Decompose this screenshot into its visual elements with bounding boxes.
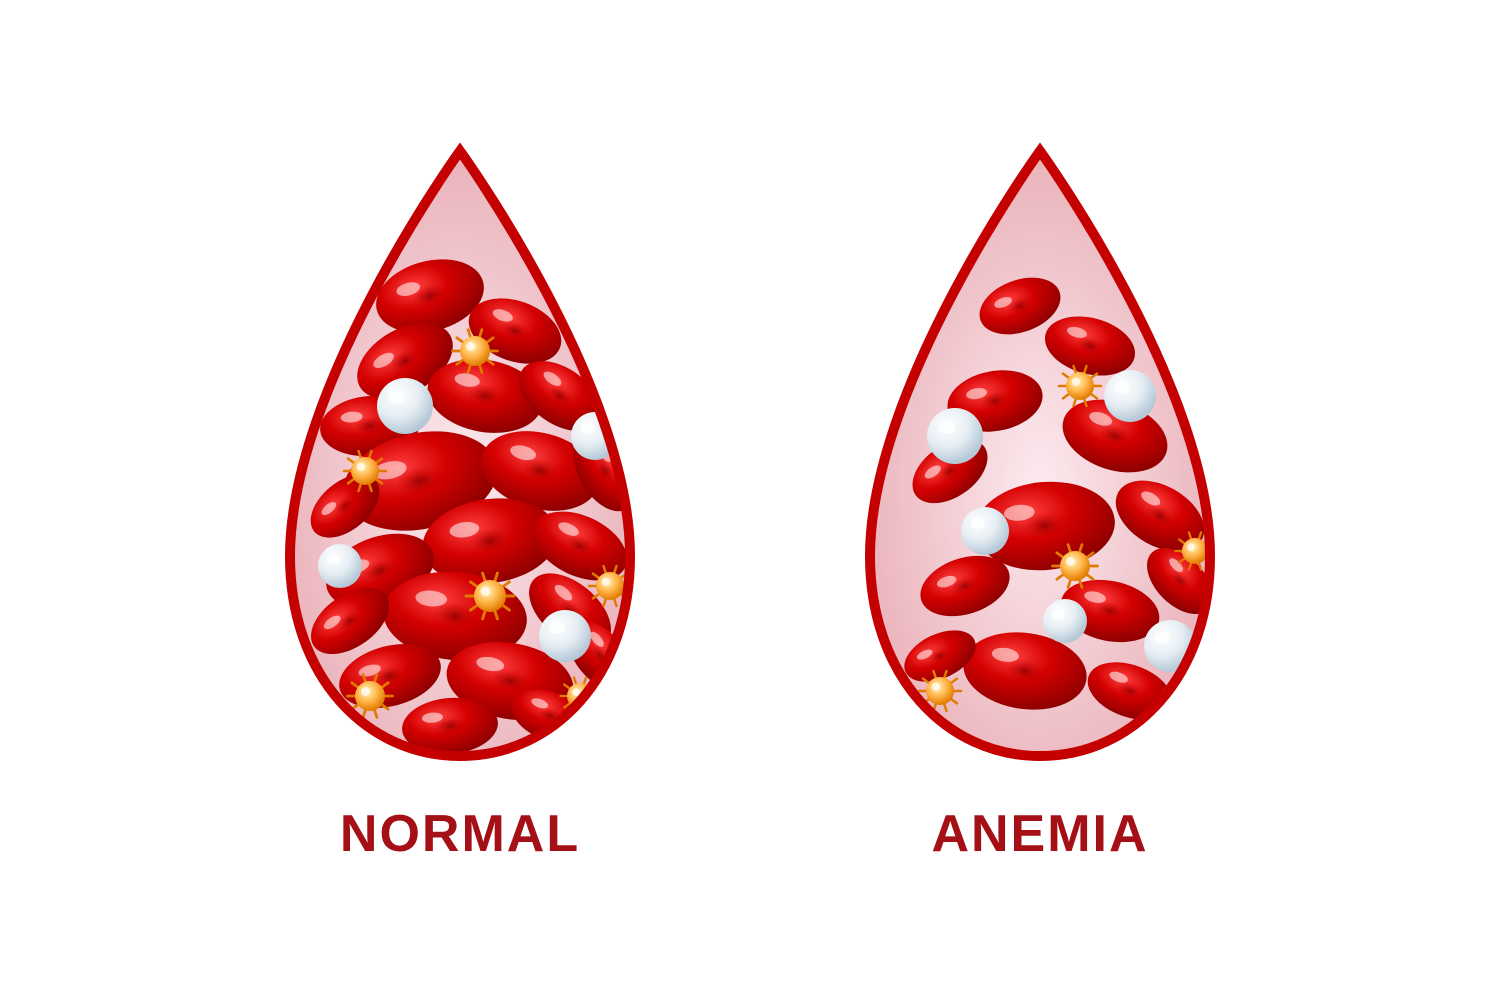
drop-group-anemia: ANEMIA xyxy=(810,136,1270,864)
label-normal: NORMAL xyxy=(340,804,580,864)
blood-drop-normal xyxy=(230,136,690,776)
drop-group-normal: NORMAL xyxy=(230,136,690,864)
label-anemia: ANEMIA xyxy=(931,804,1148,864)
infographic-container: NORMAL xyxy=(0,0,1500,1000)
blood-drop-anemia xyxy=(810,136,1270,776)
